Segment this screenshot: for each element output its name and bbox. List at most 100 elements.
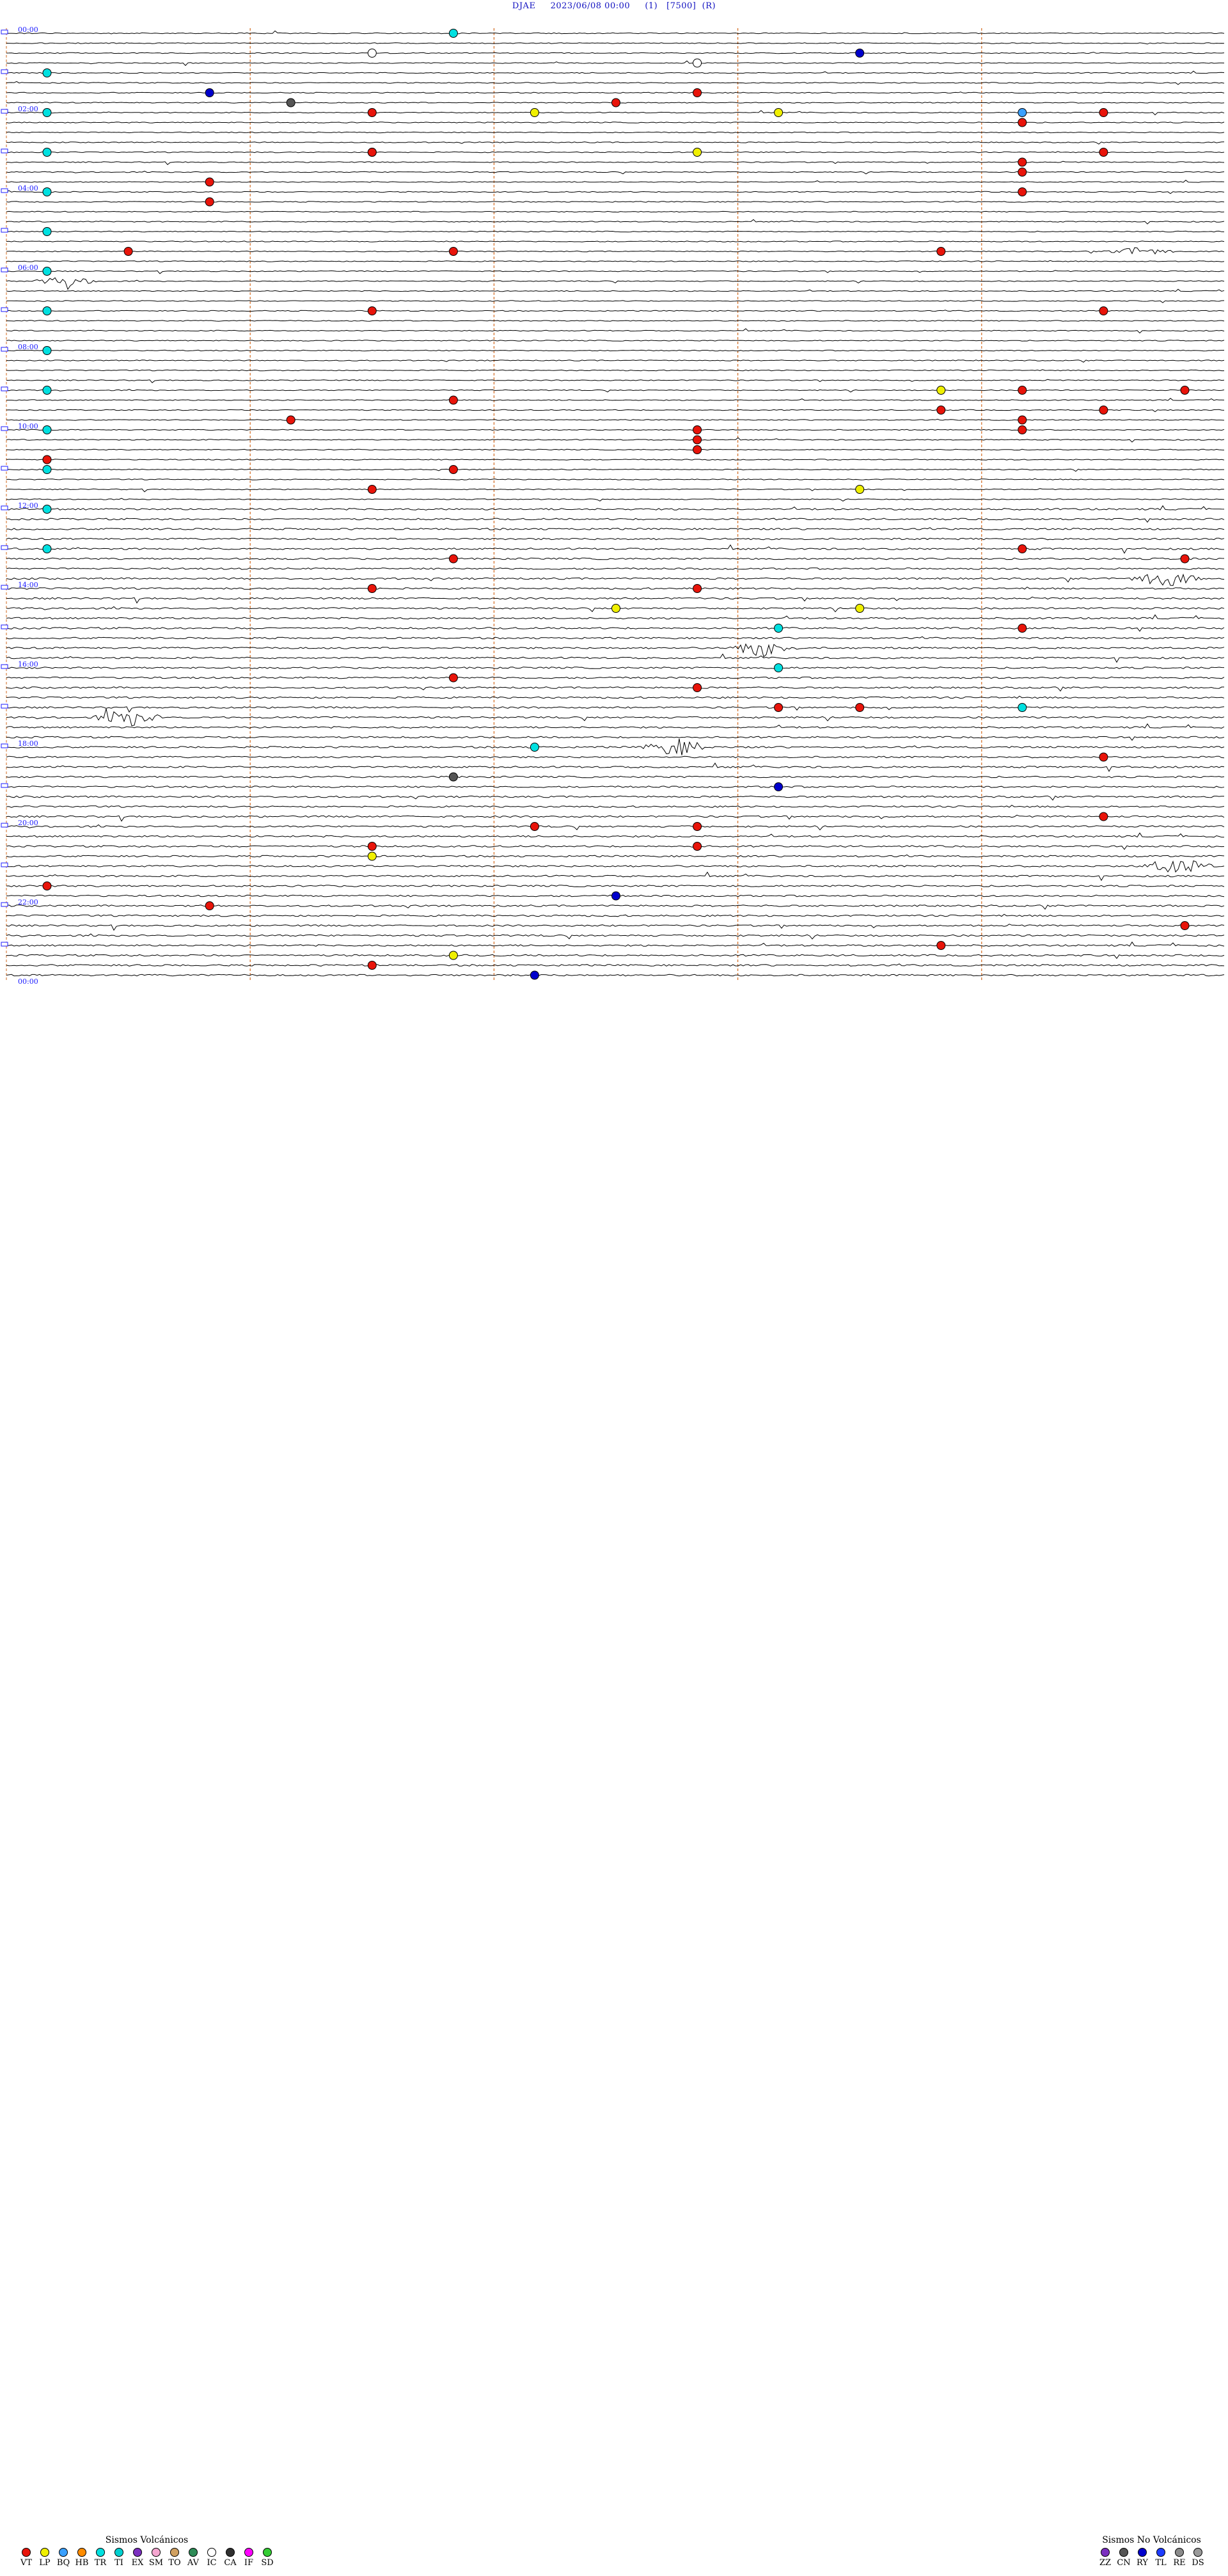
event-marker-vt: [448, 465, 458, 474]
event-marker-vt: [693, 88, 702, 97]
event-marker-vt: [1018, 168, 1027, 177]
hour-label: 06:00: [18, 264, 38, 272]
event-marker-vt: [205, 901, 214, 910]
row-start-marker: [1, 307, 8, 312]
event-marker-bq: [1018, 108, 1027, 117]
event-marker-vt: [42, 881, 52, 890]
row-start-marker: [1, 148, 8, 154]
legend-code: CA: [224, 2558, 237, 2568]
legend-code: LP: [39, 2558, 51, 2568]
row-start-marker: [1, 228, 8, 233]
legend-dot-icon: [1193, 2548, 1202, 2557]
trace-row: [6, 110, 1225, 116]
trace-row: [6, 567, 1225, 570]
trace-row: [6, 498, 1225, 502]
legend-dot-icon: [40, 2548, 49, 2557]
legend-dot-icon: [263, 2548, 272, 2557]
trace-row: [6, 171, 1225, 175]
event-marker-vt: [367, 108, 377, 117]
trace-row: [6, 398, 1225, 401]
legend-code: SM: [148, 2558, 164, 2568]
row-start-marker: [1, 624, 8, 629]
hour-label: 12:00: [18, 502, 38, 510]
trace-row: [6, 81, 1225, 85]
trace-row: [6, 667, 1225, 669]
row-start-marker: [1, 29, 8, 35]
event-marker-vt: [1018, 544, 1027, 553]
event-marker-vt: [1018, 187, 1027, 196]
event-marker-lp: [774, 108, 783, 117]
legend-nonvolcanic-item: CN: [1117, 2548, 1131, 2568]
legend-dot-icon: [114, 2548, 123, 2557]
legend-dot-icon: [152, 2548, 161, 2557]
row-start-marker: [1, 862, 8, 867]
trace-row: [6, 544, 1224, 554]
legend-volcanic-item: SM: [149, 2548, 163, 2568]
legend-nonvolcanic-item: ZZ: [1098, 2548, 1112, 2568]
trace-row: [6, 300, 1225, 303]
trace-row: [6, 409, 1225, 413]
trace-row: [6, 587, 1225, 590]
legend-code: IF: [244, 2558, 254, 2568]
trace-row: [6, 518, 1225, 523]
legend-dot-icon: [244, 2548, 253, 2557]
trace-row: [6, 695, 1225, 699]
trace-row: [6, 200, 1225, 203]
trace-row: [6, 270, 1225, 274]
trace-row: [6, 706, 1225, 713]
trace-row: [6, 180, 1225, 183]
trace-row: [6, 360, 1225, 363]
trace-row: [6, 814, 1225, 822]
event-marker-vt: [42, 455, 52, 464]
legend-volcanic-title: Sismos Volcánicos: [105, 2535, 189, 2545]
legend-dot-icon: [96, 2548, 105, 2557]
event-marker-lp: [530, 108, 539, 117]
event-marker-vt: [1099, 406, 1108, 415]
event-marker-lp: [367, 851, 377, 861]
trace-row: [6, 913, 1225, 917]
trace-row: [6, 941, 1225, 947]
trace-row: [6, 954, 1225, 960]
trace-row: [6, 488, 1225, 493]
legend-code: EX: [131, 2558, 144, 2568]
event-marker-ry: [205, 88, 214, 97]
hour-label: 18:00: [18, 739, 38, 748]
row-start-marker: [1, 505, 8, 510]
event-marker-vt: [367, 961, 377, 970]
trace-row: [6, 596, 1225, 604]
trace-row: [6, 723, 1225, 729]
event-marker-vt: [936, 941, 946, 950]
event-marker-tr: [774, 663, 783, 672]
trace-row: [6, 860, 1225, 873]
trace-row: [6, 349, 1225, 352]
event-marker-vt: [693, 435, 702, 445]
legend-code: VT: [20, 2558, 33, 2568]
trace-row: [6, 974, 1225, 977]
trace-row: [6, 379, 1225, 383]
event-marker-vt: [774, 703, 783, 712]
trace-row: [6, 52, 1225, 54]
event-marker-vt: [1099, 148, 1108, 157]
row-start-marker: [1, 347, 8, 352]
legend-code: RY: [1137, 2558, 1148, 2568]
station-code: DJAE: [512, 1, 536, 11]
legend-volcanic-item: VT: [19, 2548, 33, 2568]
row-start-marker: [1, 823, 8, 828]
legend-dot-icon: [1101, 2548, 1110, 2557]
row-start-marker: [1, 743, 8, 748]
event-marker-vt: [367, 148, 377, 157]
event-marker-vt: [936, 406, 946, 415]
row-start-marker: [1, 545, 8, 550]
row-start-marker: [1, 267, 8, 273]
event-marker-lp: [611, 604, 620, 613]
legend-volcanic-item: TR: [93, 2548, 107, 2568]
trace-row: [6, 260, 1225, 262]
legend-code: CN: [1117, 2558, 1131, 2568]
legend-code: TL: [1155, 2558, 1167, 2568]
event-marker-vt: [693, 445, 702, 454]
hour-label: 04:00: [18, 184, 38, 193]
legend-volcanic-item: HB: [75, 2548, 89, 2568]
event-marker-tr: [42, 544, 52, 553]
legend-code: SD: [261, 2558, 274, 2568]
event-marker-vt: [367, 306, 377, 315]
